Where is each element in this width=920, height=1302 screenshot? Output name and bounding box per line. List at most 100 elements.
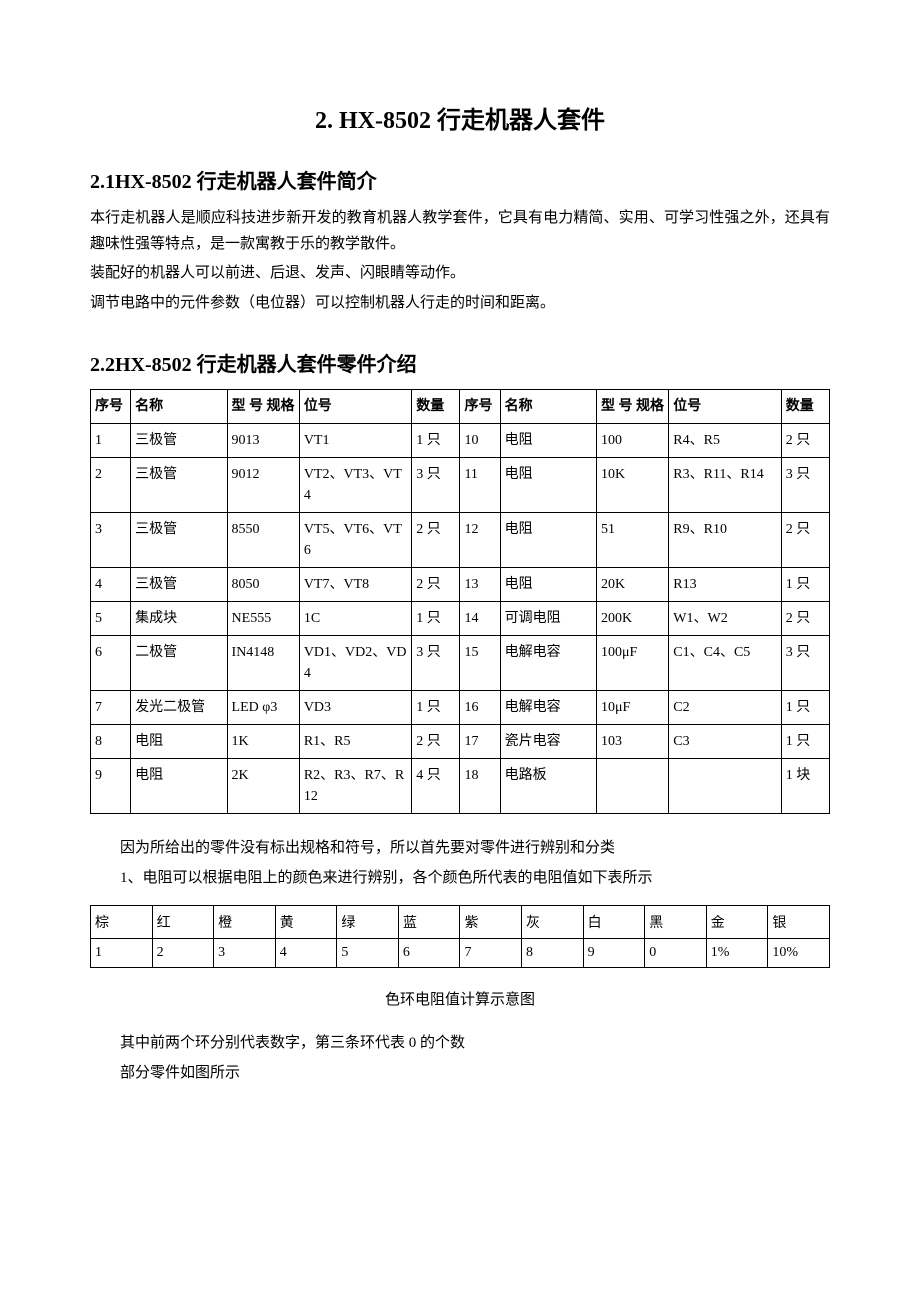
page-title: 2. HX-8502 行走机器人套件 [90, 100, 830, 135]
table-cell: 2 [91, 458, 131, 513]
intro-paragraph-1: 本行走机器人是顺应科技进步新开发的教育机器人教学套件，它具有电力精简、实用、可学… [90, 206, 830, 257]
table-cell: W1、W2 [669, 602, 781, 636]
table-cell: 2 只 [781, 602, 829, 636]
table-cell: 200K [596, 602, 668, 636]
table-row: 1三极管9013VT11 只10电阻100R4、R52 只 [91, 424, 830, 458]
table-row: 9电阻2KR2、R3、R7、R124 只18电路板 1 块 [91, 759, 830, 814]
intro-paragraph-3: 调节电路中的元件参数（电位器）可以控制机器人行走的时间和距离。 [90, 291, 830, 317]
col-spec-1: 型 号 规格 [227, 390, 299, 424]
table-cell: 1 只 [412, 691, 460, 725]
table-cell: 红 [152, 906, 214, 939]
table-cell: 11 [460, 458, 500, 513]
table-cell: 0 [645, 939, 707, 968]
table-cell: R13 [669, 568, 781, 602]
intro-paragraph-2: 装配好的机器人可以前进、后退、发声、闪眼睛等动作。 [90, 261, 830, 287]
table-cell: 1% [706, 939, 768, 968]
table-cell: C1、C4、C5 [669, 636, 781, 691]
table-cell: 三极管 [131, 424, 227, 458]
table-cell: 2K [227, 759, 299, 814]
note-line-1: 因为所给出的零件没有标出规格和符号，所以首先要对零件进行辨别和分类 [120, 836, 830, 862]
table-row: 6二极管IN4148VD1、VD2、VD43 只15电解电容100μFC1、C4… [91, 636, 830, 691]
table-cell: 2 [152, 939, 214, 968]
col-qty-1: 数量 [412, 390, 460, 424]
table-cell: 8 [522, 939, 584, 968]
table-cell: 黄 [275, 906, 337, 939]
table-cell: 3 [91, 513, 131, 568]
table-cell: 12 [460, 513, 500, 568]
table-cell: 2 只 [412, 568, 460, 602]
col-pos-2: 位号 [669, 390, 781, 424]
table-cell: 103 [596, 725, 668, 759]
table-cell: 发光二极管 [131, 691, 227, 725]
note-line-2: 1、电阻可以根据电阻上的颜色来进行辨别，各个颜色所代表的电阻值如下表所示 [120, 866, 830, 892]
table-cell: 9 [583, 939, 645, 968]
table-cell: 金 [706, 906, 768, 939]
table-row: 7发光二极管LED φ3VD31 只16电解电容10μFC21 只 [91, 691, 830, 725]
table-cell: 10 [460, 424, 500, 458]
table-row: 5集成块NE5551C1 只14可调电阻200KW1、W22 只 [91, 602, 830, 636]
table-cell: 1 块 [781, 759, 829, 814]
table-cell: 10% [768, 939, 830, 968]
table-cell: 2 只 [412, 513, 460, 568]
table-cell: 黑 [645, 906, 707, 939]
table-cell: 3 只 [781, 636, 829, 691]
table-row: 3三极管8550VT5、VT6、VT62 只12电阻51R9、R102 只 [91, 513, 830, 568]
table-cell: 电解电容 [500, 691, 596, 725]
table-cell: 18 [460, 759, 500, 814]
table-cell: 5 [337, 939, 399, 968]
table-cell: 电解电容 [500, 636, 596, 691]
table-cell: 蓝 [398, 906, 460, 939]
table-cell: 14 [460, 602, 500, 636]
table-cell: 电阻 [500, 424, 596, 458]
table-cell: 3 只 [412, 636, 460, 691]
table-cell: 20K [596, 568, 668, 602]
table-cell: IN4148 [227, 636, 299, 691]
parts-table: 序号 名称 型 号 规格 位号 数量 序号 名称 型 号 规格 位号 数量 1三… [90, 389, 830, 814]
table-cell: 6 [91, 636, 131, 691]
col-qty-2: 数量 [781, 390, 829, 424]
table-cell: 电阻 [500, 513, 596, 568]
footer-line-2: 部分零件如图所示 [120, 1061, 830, 1087]
table-cell: VT7、VT8 [299, 568, 411, 602]
table-cell: 2 只 [781, 513, 829, 568]
table-cell: 电路板 [500, 759, 596, 814]
table-cell: 可调电阻 [500, 602, 596, 636]
table-header-row: 序号 名称 型 号 规格 位号 数量 序号 名称 型 号 规格 位号 数量 [91, 390, 830, 424]
table-cell: 1 [91, 939, 153, 968]
color-code-table: 棕红橙黄绿蓝紫灰白黑金银12345678901%10% [90, 905, 830, 968]
table-cell: 9012 [227, 458, 299, 513]
page-container: 2. HX-8502 行走机器人套件 2.1HX-8502 行走机器人套件简介 … [0, 0, 920, 1302]
table-cell: 电阻 [131, 759, 227, 814]
table-cell: 白 [583, 906, 645, 939]
col-seq-2: 序号 [460, 390, 500, 424]
table-cell: 1 只 [781, 725, 829, 759]
table-cell: 三极管 [131, 568, 227, 602]
table-cell: 三极管 [131, 513, 227, 568]
table-cell [596, 759, 668, 814]
table-cell: 4 只 [412, 759, 460, 814]
table-cell: R2、R3、R7、R12 [299, 759, 411, 814]
table-cell: 2 只 [781, 424, 829, 458]
table-cell: R4、R5 [669, 424, 781, 458]
table-cell: LED φ3 [227, 691, 299, 725]
table-cell: 100 [596, 424, 668, 458]
table-row: 4三极管8050VT7、VT82 只13电阻20KR131 只 [91, 568, 830, 602]
table-cell: 橙 [214, 906, 276, 939]
table-cell: C2 [669, 691, 781, 725]
table-cell: 10K [596, 458, 668, 513]
table-cell: 电阻 [500, 568, 596, 602]
col-pos-1: 位号 [299, 390, 411, 424]
table-cell: VD3 [299, 691, 411, 725]
table-cell: 13 [460, 568, 500, 602]
table-cell [669, 759, 781, 814]
footer-line-1: 其中前两个环分别代表数字，第三条环代表 0 的个数 [120, 1031, 830, 1057]
footer-notes: 其中前两个环分别代表数字，第三条环代表 0 的个数 部分零件如图所示 [120, 1031, 830, 1086]
section-2-heading: 2.2HX-8502 行走机器人套件零件介绍 [90, 348, 830, 377]
table-cell: 16 [460, 691, 500, 725]
table-cell: 9 [91, 759, 131, 814]
table-cell: 3 [214, 939, 276, 968]
table-cell: NE555 [227, 602, 299, 636]
table-cell: 1 只 [412, 424, 460, 458]
table-cell: 集成块 [131, 602, 227, 636]
table-cell: R1、R5 [299, 725, 411, 759]
